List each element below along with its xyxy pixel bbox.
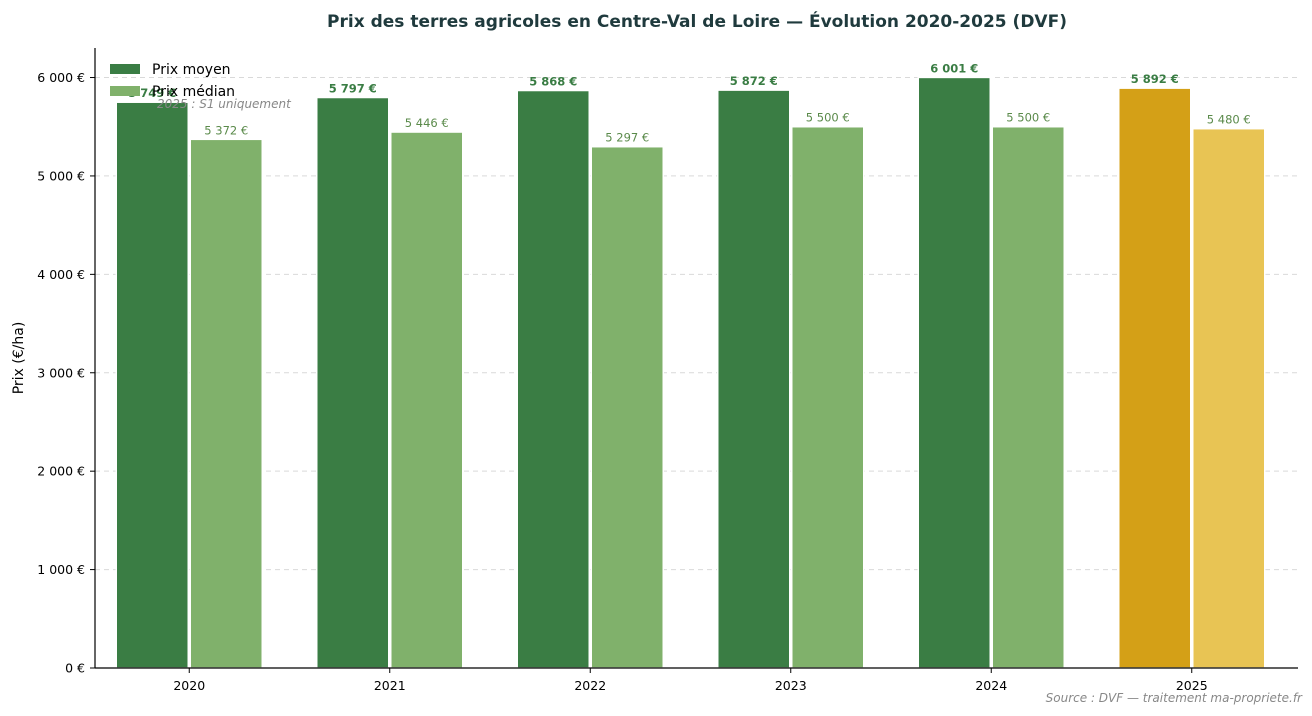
- x-axis-ticks: 2020 2021 2022 2023 2024 2025: [173, 668, 1208, 693]
- bars: [115, 76, 1266, 669]
- bar-prix-median: [590, 145, 664, 669]
- value-label-median: 5 480 €: [1207, 113, 1251, 127]
- legend-swatch: [110, 64, 140, 74]
- legend-swatch: [110, 86, 140, 96]
- bar-prix-median: [390, 131, 464, 669]
- legend-label: Prix médian: [152, 84, 235, 100]
- value-label-mean: 5 797 €: [329, 82, 377, 96]
- bar-prix-median: [991, 125, 1065, 669]
- value-label-mean: 5 872 €: [730, 74, 778, 88]
- y-tick-label: 2 000 €: [37, 464, 85, 479]
- y-tick-label: 1 000 €: [37, 562, 85, 577]
- bar-prix-median: [1192, 127, 1266, 669]
- x-tick-label: 2022: [574, 678, 606, 693]
- bar-prix-median: [791, 125, 865, 669]
- value-label-median: 5 500 €: [1006, 111, 1050, 125]
- x-tick-label: 2025: [1176, 678, 1208, 693]
- y-tick-label: 4 000 €: [37, 267, 85, 282]
- bar-prix-moyen: [516, 89, 590, 669]
- bar-prix-moyen: [917, 76, 991, 669]
- value-label-median: 5 446 €: [405, 116, 449, 130]
- grid-lines: [95, 77, 1298, 571]
- x-tick-label: 2024: [975, 678, 1007, 693]
- y-tick-label: 0 €: [65, 661, 85, 676]
- y-axis-label: Prix (€/ha): [11, 322, 27, 395]
- value-label-mean: 6 001 €: [930, 61, 978, 75]
- legend-label: Prix moyen: [152, 62, 231, 78]
- bar-prix-median: [189, 138, 263, 669]
- value-label-mean: 5 868 €: [529, 75, 577, 89]
- x-tick-label: 2023: [775, 678, 807, 693]
- y-tick-label: 5 000 €: [37, 168, 85, 183]
- axes: [94, 48, 1298, 669]
- bar-prix-moyen: [1118, 87, 1192, 669]
- bar-prix-moyen: [717, 89, 791, 669]
- value-label-median: 5 372 €: [204, 123, 248, 137]
- value-label-median: 5 297 €: [605, 131, 649, 145]
- x-tick-label: 2020: [173, 678, 205, 693]
- value-label-median: 5 500 €: [806, 111, 850, 125]
- y-tick-label: 3 000 €: [37, 365, 85, 380]
- source-note: Source : DVF — traitement ma-propriete.f…: [1046, 691, 1303, 705]
- y-axis-ticks: 0 € 1 000 € 2 000 € 3 000 € 4 000 € 5 000 € 6 …: [37, 70, 95, 676]
- y-tick-label: 6 000 €: [37, 70, 85, 85]
- value-labels: 5 749 € 5 372 € 5 797 € 5 446 € 5 868 € 5 297…: [128, 61, 1250, 144]
- bar-prix-moyen: [316, 96, 390, 669]
- chart-title: Prix des terres agricoles en Centre-Val …: [327, 10, 1067, 32]
- bar-prix-moyen: [115, 101, 189, 669]
- value-label-mean: 5 892 €: [1131, 72, 1179, 86]
- annotation-note: 2025 : S1 uniquement: [157, 97, 292, 111]
- x-tick-label: 2021: [374, 678, 406, 693]
- value-label-mean: 5 749 €: [128, 86, 176, 100]
